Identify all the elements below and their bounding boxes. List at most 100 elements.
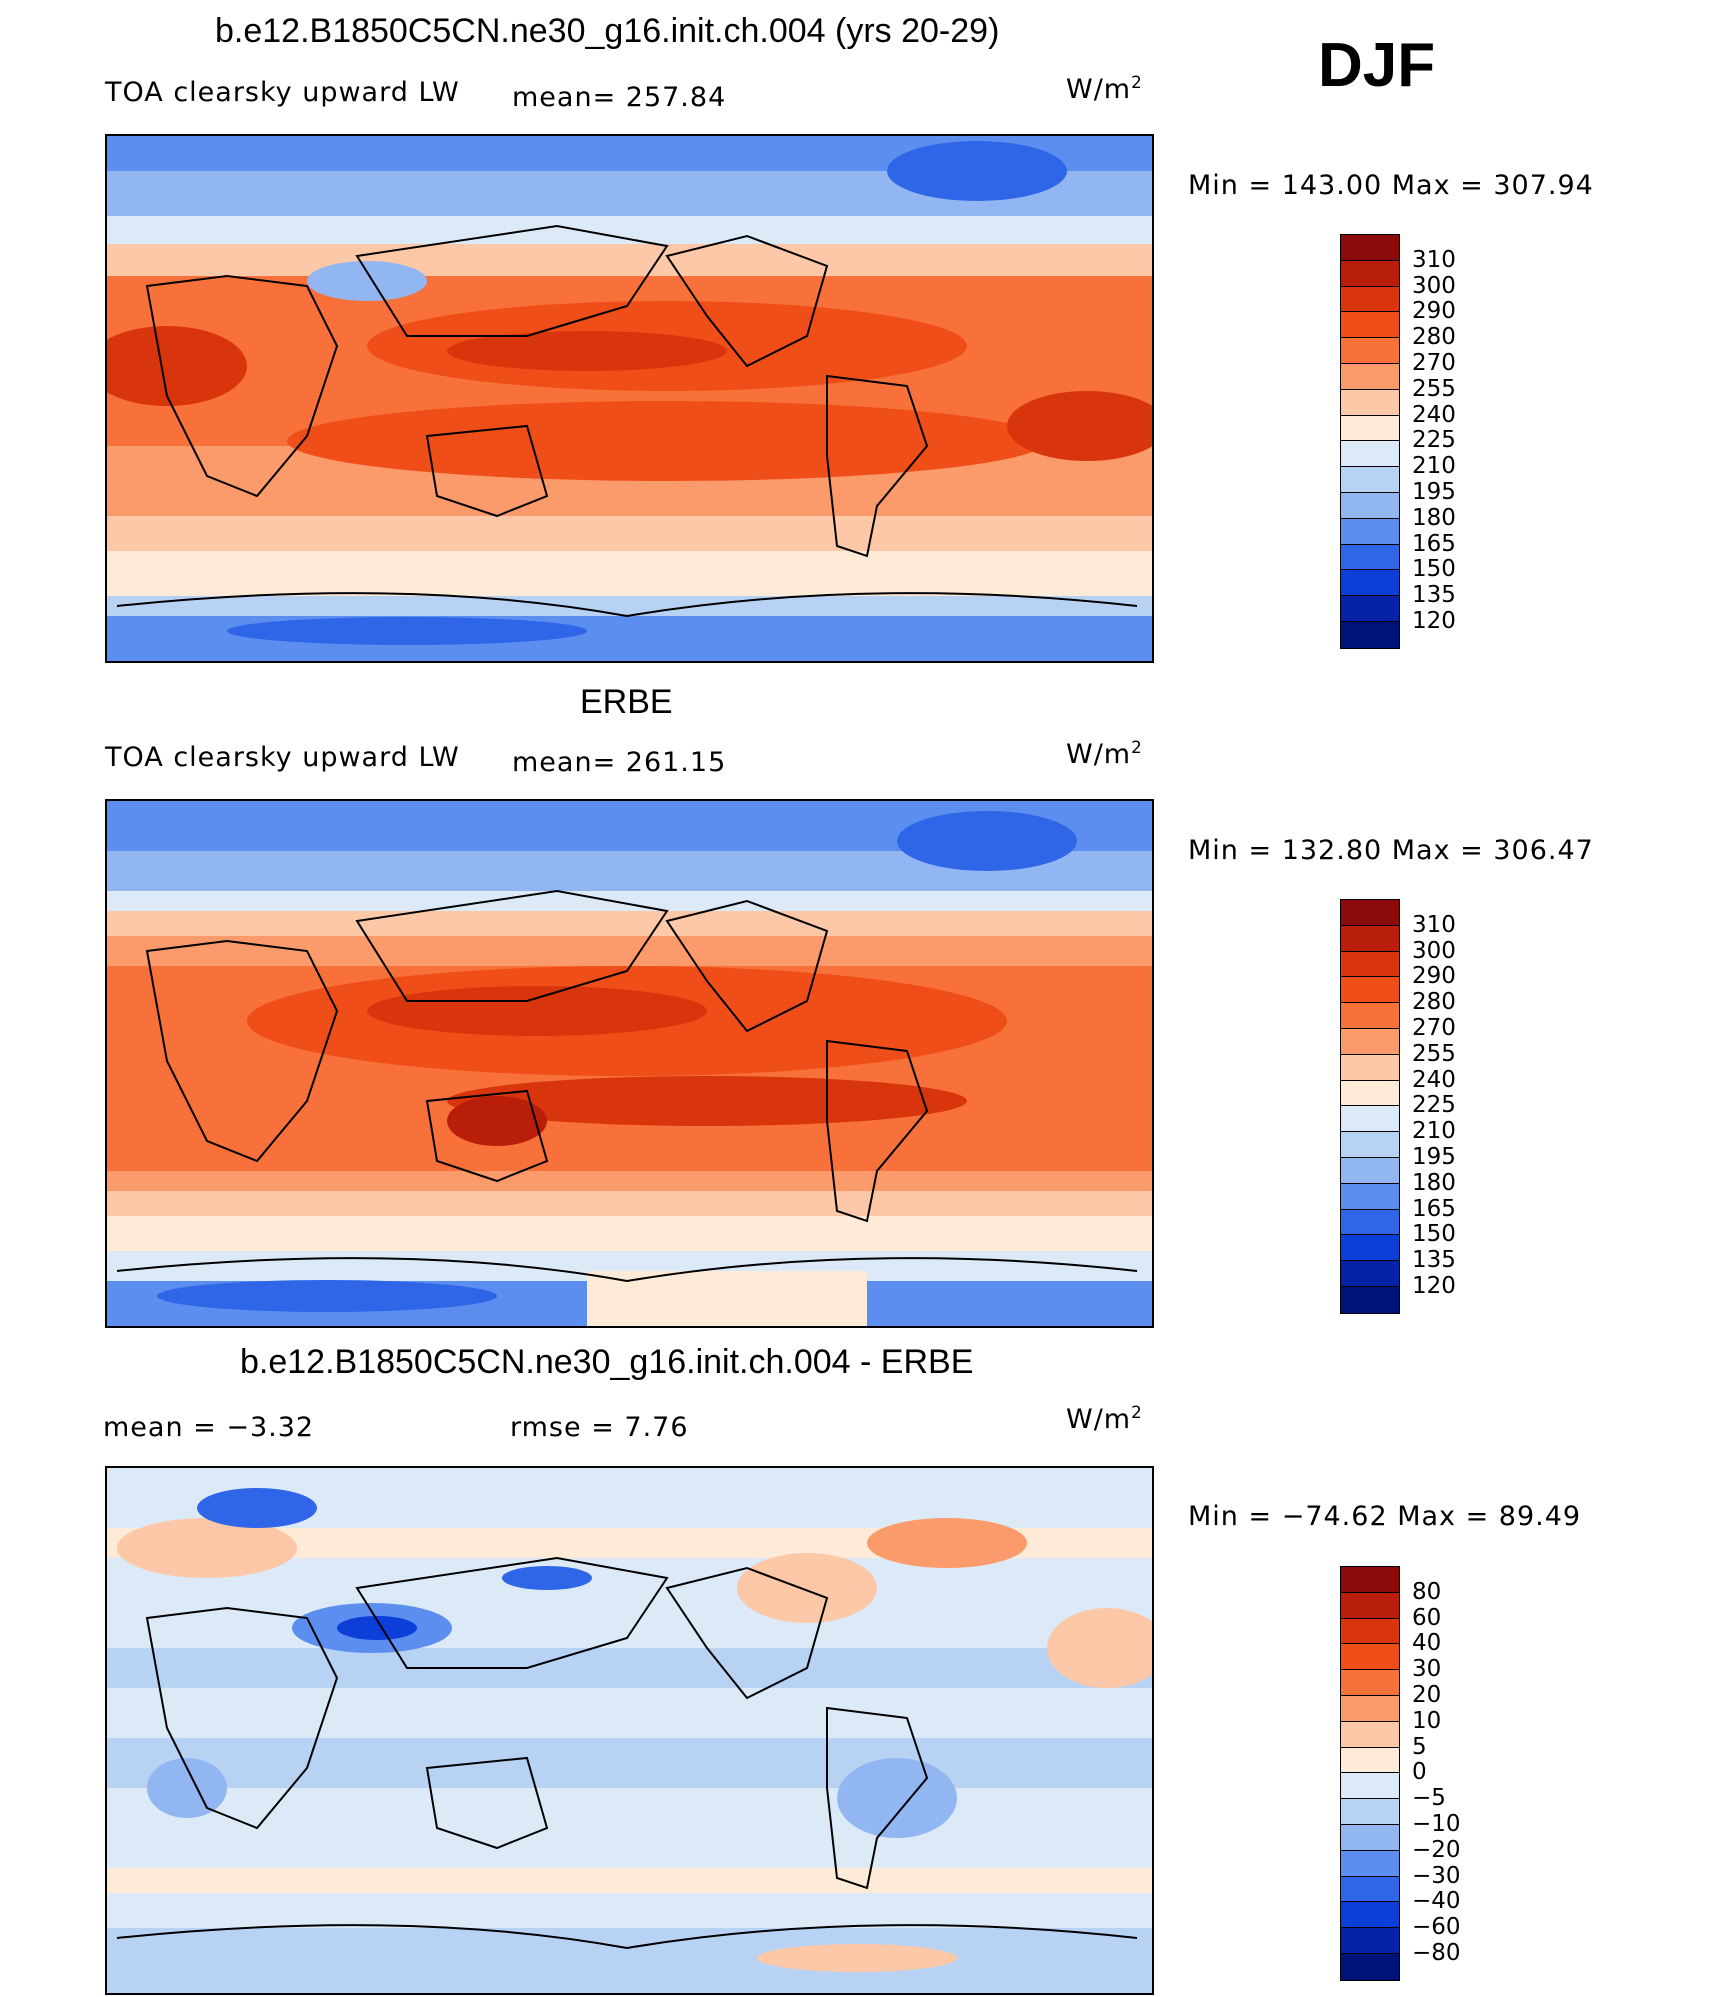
- panel3-colorbar-tick-label: 80: [1412, 1578, 1442, 1605]
- panel3-colorbar-segment: [1341, 1618, 1399, 1645]
- panel2-colorbar-tick-label: 310: [1412, 911, 1456, 938]
- panel3-colorbar-tick-label: −5: [1412, 1785, 1446, 1812]
- panel3-colorbar-segment: [1341, 1850, 1399, 1877]
- panel1-colorbar-segment: [1341, 441, 1399, 468]
- panel2-colorbar-segment: [1341, 1157, 1399, 1184]
- panel1-colorbar: [1340, 234, 1400, 649]
- panel1-colorbar-tick-label: 150: [1412, 556, 1456, 583]
- panel3-map: [105, 1466, 1154, 1995]
- panel3-colorbar-segment: [1341, 1670, 1399, 1696]
- panel3-colorbar-tick-label: 5: [1412, 1733, 1427, 1760]
- panel1-title: b.e12.B1850C5CN.ne30_g16.init.ch.004 (yr…: [215, 12, 1000, 50]
- panel3-colorbar-tick-label: 20: [1412, 1682, 1442, 1708]
- units-text: W/m: [1066, 739, 1132, 770]
- panel3-colorbar-segment: [1341, 1876, 1399, 1903]
- panel2-colorbar-segment: [1341, 1183, 1399, 1210]
- panel2-colorbar-tick-label: 150: [1412, 1221, 1456, 1248]
- panel1-colorbar-tick-label: 255: [1412, 375, 1456, 402]
- panel1-colorbar-segment: [1341, 260, 1399, 287]
- panel3-colorbar-segment: [1341, 1824, 1399, 1851]
- panel2-colorbar-segment: [1341, 925, 1399, 952]
- panel1-colorbar-segment: [1341, 235, 1399, 261]
- panel2-colorbar-tick-label: 210: [1412, 1118, 1456, 1145]
- panel3-colorbar-tick-label: −80: [1412, 1940, 1461, 1966]
- panel2-map-svg: [107, 801, 1152, 1326]
- panel3-colorbar-segment: [1341, 1644, 1399, 1671]
- panel3-title: b.e12.B1850C5CN.ne30_g16.init.ch.004 - E…: [240, 1343, 974, 1381]
- panel1-colorbar-tick-label: 270: [1412, 350, 1456, 376]
- panel1-colorbar-tick-label: 135: [1412, 582, 1456, 609]
- panel2-minmax: Min = 132.80 Max = 306.47: [1188, 835, 1594, 866]
- panel2-colorbar-tick-label: 280: [1412, 989, 1456, 1016]
- panel1-minmax: Min = 143.00 Max = 307.94: [1188, 170, 1594, 201]
- panel2-colorbar-tick-label: 165: [1412, 1195, 1456, 1222]
- panel3-colorbar-tick-label: −20: [1412, 1836, 1461, 1863]
- units-power: 2: [1131, 1402, 1143, 1422]
- panel3-colorbar-tick-label: 0: [1412, 1759, 1427, 1786]
- panel2-colorbar-tick-label: 195: [1412, 1144, 1456, 1170]
- panel3-colorbar-segment: [1341, 1747, 1399, 1774]
- panel1-colorbar-tick-label: 310: [1412, 246, 1456, 273]
- panel3-units: W/m2: [1066, 1404, 1143, 1435]
- panel3-colorbar-segment: [1341, 1953, 1399, 1980]
- panel1-colorbar-tick-label: 280: [1412, 324, 1456, 351]
- panel2-colorbar-tick-label: 180: [1412, 1169, 1456, 1196]
- panel3-mean: mean = −3.32: [103, 1412, 315, 1443]
- panel2-colorbar-tick-label: 290: [1412, 963, 1456, 990]
- panel1-colorbar-segment: [1341, 544, 1399, 571]
- panel1-map-svg: [107, 136, 1152, 661]
- panel3-colorbar-tick-label: 30: [1412, 1656, 1442, 1683]
- panel1-colorbar-segment: [1341, 363, 1399, 390]
- panel3-colorbar-tick-label: −60: [1412, 1914, 1461, 1941]
- panel2-colorbar-tick-label: 300: [1412, 937, 1456, 964]
- units-text: W/m: [1066, 74, 1132, 105]
- panel2-colorbar-segment: [1341, 1080, 1399, 1107]
- panel1-map: [105, 134, 1154, 663]
- panel3-map-svg: [107, 1468, 1152, 1993]
- panel2-colorbar-segment: [1341, 1209, 1399, 1236]
- panel2-colorbar-segment: [1341, 1132, 1399, 1158]
- panel3-colorbar-segment: [1341, 1799, 1399, 1825]
- panel2-colorbar-tick-label: 240: [1412, 1066, 1456, 1093]
- panel3-colorbar-tick-label: 10: [1412, 1707, 1442, 1734]
- panel1-colorbar-tick-label: 120: [1412, 608, 1456, 634]
- panel3-minmax: Min = −74.62 Max = 89.49: [1188, 1501, 1582, 1532]
- panel1-mean: mean= 257.84: [512, 82, 727, 113]
- panel2-colorbar-segment: [1341, 1235, 1399, 1262]
- panel2-colorbar-segment: [1341, 1003, 1399, 1029]
- panel3-colorbar-segment: [1341, 1721, 1399, 1748]
- panel3-colorbar-tick-label: −10: [1412, 1811, 1461, 1837]
- panel2-colorbar-segment: [1341, 1106, 1399, 1133]
- panel1-colorbar-segment: [1341, 286, 1399, 313]
- panel2-colorbar-tick-label: 225: [1412, 1092, 1456, 1119]
- panel2-title: ERBE: [580, 683, 673, 721]
- panel2-variable: TOA clearsky upward LW: [105, 742, 460, 773]
- panel2-mean: mean= 261.15: [512, 747, 727, 778]
- panel2-colorbar-segment: [1341, 1028, 1399, 1055]
- panel3-colorbar-segment: [1341, 1773, 1399, 1800]
- panel3-colorbar-tick-label: −40: [1412, 1888, 1461, 1915]
- panel3-colorbar-tick-label: 60: [1412, 1604, 1442, 1631]
- units-power: 2: [1131, 72, 1143, 92]
- panel3-rmse: rmse = 7.76: [510, 1412, 689, 1443]
- panel1-colorbar-segment: [1341, 389, 1399, 416]
- panel1-colorbar-tick-label: 225: [1412, 427, 1456, 454]
- panel1-colorbar-tick-label: 240: [1412, 401, 1456, 428]
- panel1-colorbar-tick-label: 300: [1412, 272, 1456, 299]
- panel3-colorbar-tick-label: 40: [1412, 1630, 1442, 1657]
- panel2-colorbar-segment: [1341, 1054, 1399, 1081]
- panel1-colorbar-tick-label: 195: [1412, 479, 1456, 505]
- panel2-colorbar-tick-label: 255: [1412, 1040, 1456, 1067]
- panel1-variable: TOA clearsky upward LW: [105, 77, 460, 108]
- season-label: DJF: [1318, 31, 1436, 100]
- panel1-colorbar-segment: [1341, 415, 1399, 442]
- panel1-colorbar-segment: [1341, 492, 1399, 519]
- panel3-colorbar: [1340, 1566, 1400, 1981]
- panel3-colorbar-segment: [1341, 1592, 1399, 1619]
- panel1-colorbar-segment: [1341, 467, 1399, 493]
- panel1-units: W/m2: [1066, 74, 1143, 105]
- panel2-map: [105, 799, 1154, 1328]
- panel1-colorbar-segment: [1341, 518, 1399, 545]
- panel2-colorbar-segment: [1341, 1261, 1399, 1287]
- panel3-colorbar-segment: [1341, 1902, 1399, 1929]
